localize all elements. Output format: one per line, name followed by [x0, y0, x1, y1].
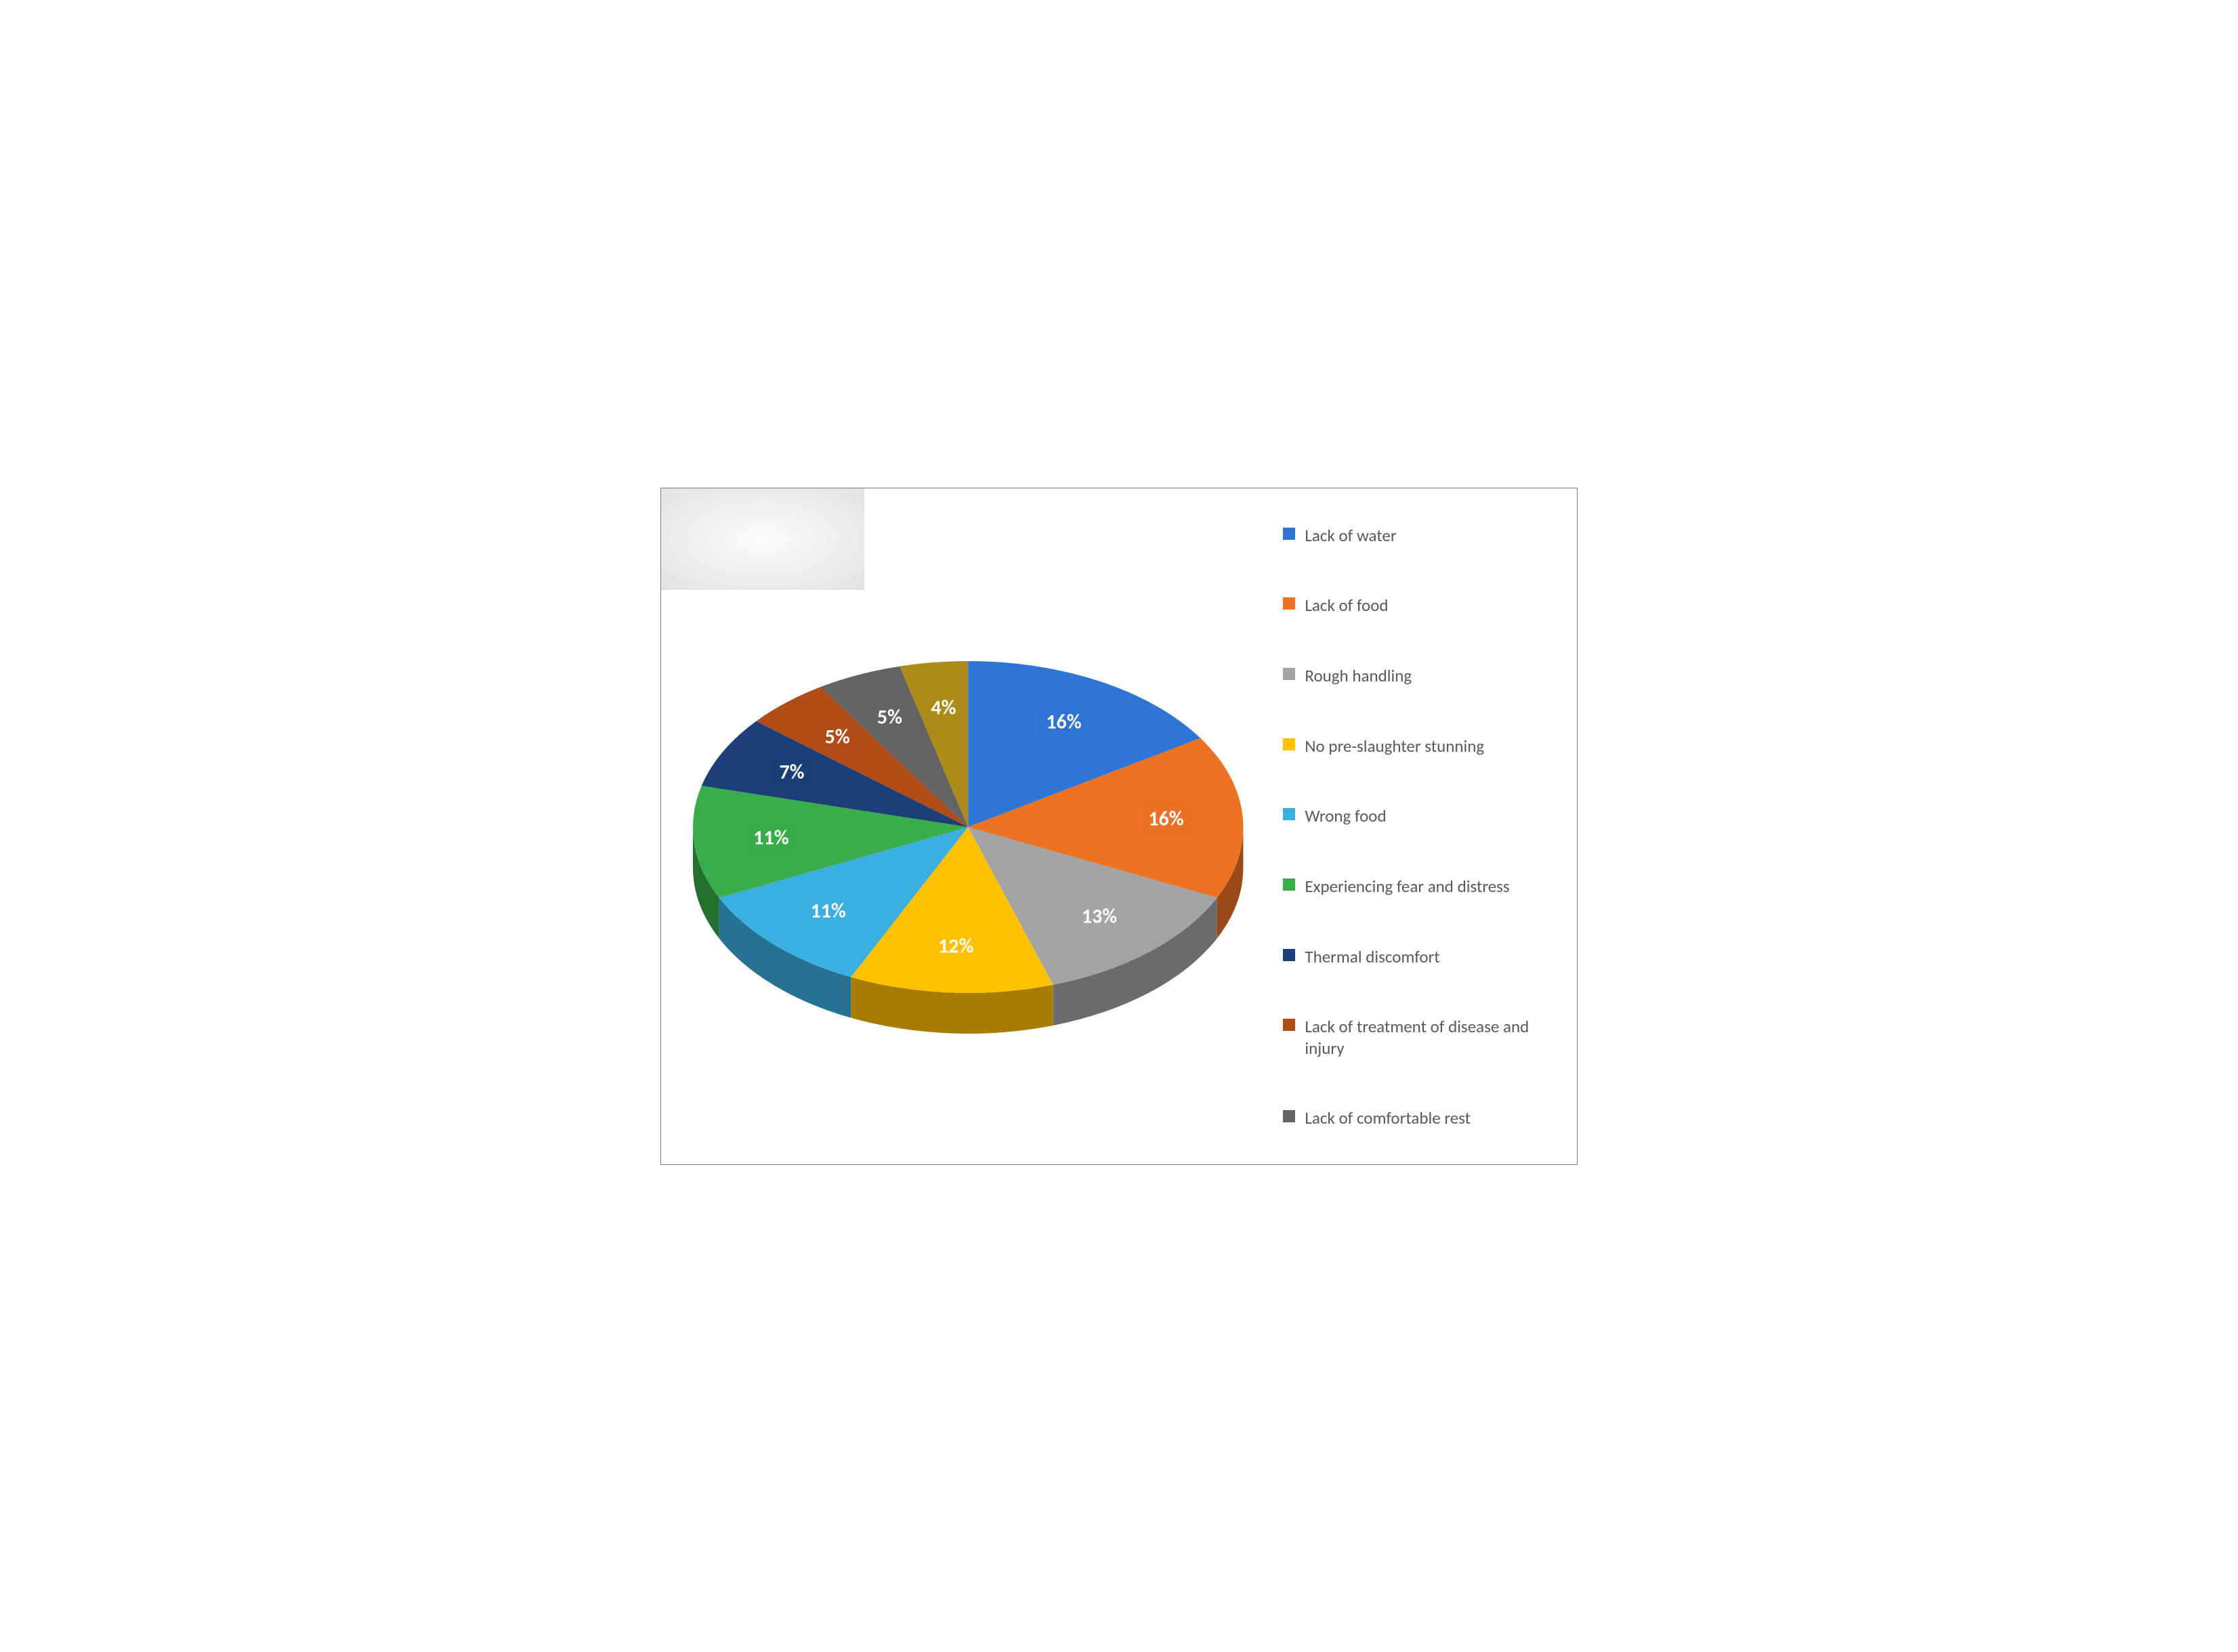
legend-swatch — [1283, 738, 1295, 750]
legend-item: Lack of food — [1283, 595, 1552, 616]
chart-background — [661, 488, 864, 590]
pie-data-label: 13% — [1075, 901, 1124, 931]
legend-label: Lack of food — [1305, 595, 1388, 616]
legend-item: Lack of treatment of disease and injury — [1283, 1016, 1552, 1059]
legend-item: No pre-slaughter stunning — [1283, 736, 1552, 757]
legend-item: Lack of comfortable rest — [1283, 1107, 1552, 1128]
legend-label: No pre-slaughter stunning — [1305, 736, 1484, 757]
pie-data-label: 5% — [870, 702, 909, 732]
legend-label: Rough handling — [1305, 665, 1412, 686]
legend-label: Experiencing fear and distress — [1305, 876, 1509, 897]
legend-label: Wrong food — [1305, 805, 1386, 826]
legend-swatch — [1283, 1110, 1295, 1122]
legend-swatch — [1283, 528, 1295, 540]
legend-label: Lack of comfortable rest — [1305, 1107, 1471, 1128]
pie-data-label: 12% — [931, 931, 980, 961]
legend-swatch — [1283, 949, 1295, 961]
legend-label: Lack of water — [1305, 525, 1396, 546]
pie-data-label: 11% — [746, 823, 795, 853]
legend: Lack of water Lack of food Rough handling N… — [1271, 510, 1564, 1144]
pie-data-label: 5% — [818, 722, 857, 753]
legend-item: Wrong food — [1283, 805, 1552, 826]
legend-item: Lack of water — [1283, 525, 1552, 546]
legend-item: Experiencing fear and distress — [1283, 876, 1552, 897]
pie-data-label: 7% — [772, 757, 811, 788]
legend-swatch — [1283, 808, 1295, 820]
legend-swatch — [1283, 668, 1295, 680]
legend-swatch — [1283, 878, 1295, 891]
legend-label: Lack of treatment of disease and injury — [1305, 1016, 1552, 1059]
pie-data-label: 4% — [924, 693, 963, 723]
pie-data-label: 16% — [1141, 804, 1190, 834]
chart-frame: Lack of water Lack of food Rough handling N… — [660, 488, 1578, 1165]
legend-swatch — [1283, 1019, 1295, 1031]
legend-label: Thermal discomfort — [1305, 946, 1439, 967]
pie-data-label: 16% — [1039, 706, 1088, 737]
legend-swatch — [1283, 597, 1295, 610]
legend-item: Rough handling — [1283, 665, 1552, 686]
pie-data-label: 11% — [804, 896, 853, 927]
legend-item: Thermal discomfort — [1283, 946, 1552, 967]
